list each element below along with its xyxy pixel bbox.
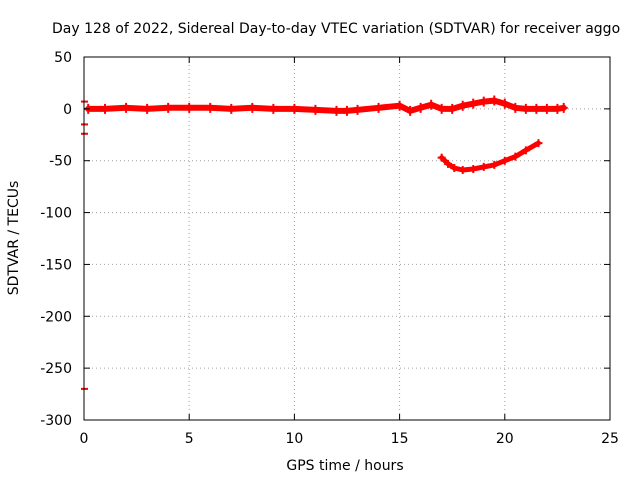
y-tick-label: -300 [40, 413, 72, 429]
data-layer [81, 95, 568, 390]
main-trace-point [437, 103, 446, 114]
main-trace-point [122, 102, 131, 113]
x-axis-title: GPS time / hours [286, 458, 403, 474]
main-trace-point [559, 102, 568, 113]
x-tick-label: 10 [285, 431, 303, 447]
main-trace-point [542, 103, 551, 114]
main-trace-point [206, 102, 215, 113]
main-trace-point [248, 102, 257, 113]
x-tick-label: 15 [391, 431, 409, 447]
main-trace-point [143, 103, 152, 114]
main-trace-point [395, 100, 404, 111]
lower-arc-point [521, 146, 530, 155]
main-trace-point [343, 105, 351, 116]
main-trace-point [374, 102, 383, 113]
main-trace-point [448, 103, 457, 114]
main-trace-point [490, 95, 499, 106]
lower-arc-point [458, 166, 467, 175]
main-trace-point [427, 99, 436, 110]
main-trace-point [511, 102, 520, 113]
y-tick-label: -250 [40, 361, 72, 377]
y-tick-label: -100 [40, 206, 72, 222]
main-trace-point [406, 105, 415, 116]
x-tick-label: 25 [601, 431, 619, 447]
lower-arc-point [479, 162, 488, 171]
main-trace-point [185, 102, 194, 113]
lower-arc-point [534, 139, 543, 148]
y-tick-label: -50 [49, 154, 72, 170]
lower-arc-point [500, 156, 509, 165]
main-trace-point [479, 96, 488, 107]
main-trace-point [469, 98, 478, 109]
series-lower-arc [439, 140, 541, 173]
lower-arc-point [437, 153, 446, 162]
lower-arc-point [469, 165, 478, 174]
lower-arc-point [450, 163, 459, 172]
y-axis-title: SDTVAR / TECUs [6, 181, 22, 296]
main-trace-point [521, 103, 530, 114]
axis-ticks: 0 5 10 15 20 25 50 0 -50 -100 -150 -200 -250 -300 [40, 50, 619, 447]
main-trace-point [332, 105, 341, 116]
main-trace-point [164, 102, 173, 113]
y-tick-label: -200 [40, 309, 72, 325]
main-trace-point [353, 104, 362, 115]
lower-arc-point [443, 159, 452, 168]
main-trace-point [101, 103, 110, 114]
plot-frame [83, 56, 611, 421]
lower-arc-point [490, 160, 499, 169]
main-trace-point [532, 103, 541, 114]
main-trace-point [290, 103, 299, 114]
main-trace-point [311, 104, 320, 115]
x-tick-label: 0 [80, 431, 89, 447]
y-tick-label: -150 [40, 257, 72, 273]
x-tick-label: 5 [185, 431, 194, 447]
lower-arc-point [511, 152, 520, 161]
main-trace-point [416, 102, 425, 113]
main-trace-point [269, 103, 278, 114]
y-tick-label: 50 [54, 50, 72, 66]
main-trace-point [458, 100, 467, 111]
chart-title: Day 128 of 2022, Sidereal Day-to-day VTE… [52, 21, 620, 37]
main-trace-point [227, 103, 236, 114]
y-tick-label: 0 [63, 102, 72, 118]
main-trace-point [553, 103, 562, 114]
grid [84, 57, 610, 420]
x-tick-label: 20 [496, 431, 514, 447]
main-trace-point [500, 98, 509, 109]
